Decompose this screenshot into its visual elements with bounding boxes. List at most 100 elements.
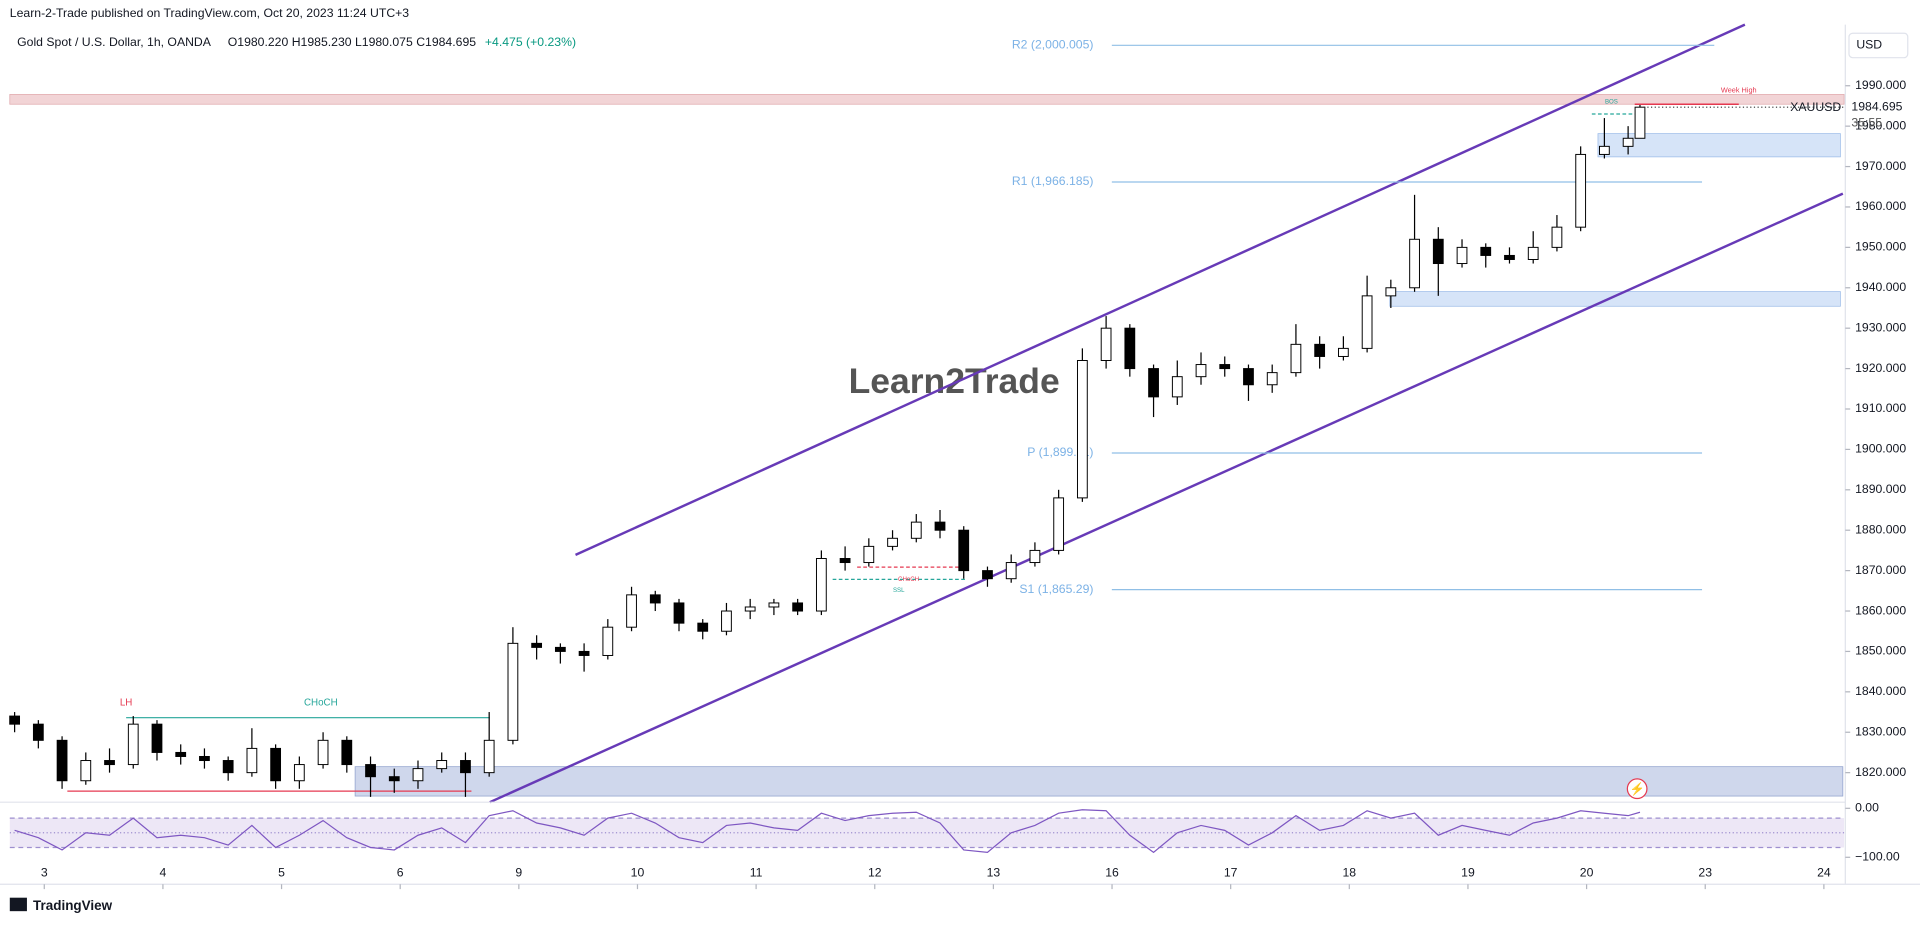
candle-body	[80, 760, 92, 782]
annotation: BOS	[1605, 98, 1618, 105]
candle-body	[1053, 497, 1065, 551]
candle-body	[1266, 372, 1278, 386]
y-tick-label: 1980.000	[1855, 118, 1906, 132]
candle-body	[151, 723, 163, 753]
y-tick-label: 1940.000	[1855, 280, 1906, 294]
candle-body	[673, 602, 685, 624]
candle-body	[934, 521, 946, 531]
candle-body	[222, 760, 234, 774]
candle-body	[412, 768, 424, 782]
y-tick-label: 1870.000	[1855, 563, 1906, 577]
candle-body	[1243, 368, 1254, 386]
candle-body	[649, 594, 661, 604]
candle-body	[1195, 364, 1207, 378]
osc-tick-label: 0.00	[1855, 801, 1879, 815]
x-tick-label: 24	[1817, 865, 1831, 879]
candle-body	[982, 570, 993, 580]
candle-body	[1314, 343, 1326, 357]
candle-body	[887, 537, 898, 547]
annotation: LH	[120, 698, 133, 709]
candle-body	[863, 545, 875, 564]
candle-body	[1029, 549, 1041, 564]
currency-button[interactable]	[1848, 32, 1909, 59]
candle-body	[554, 646, 566, 652]
y-tick-label: 1850.000	[1855, 644, 1906, 658]
plot: 1820.000 1830.000 1840.000 1850.000 1860.000…	[9, 38, 1906, 890]
candle-body	[602, 626, 614, 656]
y-tick-label: 1900.000	[1855, 442, 1906, 456]
pivot-label: R2 (2,000.005)	[1012, 38, 1094, 52]
pivot-label: P (1,899.11)	[1027, 445, 1093, 459]
currency[interactable]: USD	[1856, 38, 1882, 52]
candle-body	[32, 723, 44, 741]
alert-glyph[interactable]: ⚡	[1630, 781, 1645, 797]
candle-body	[1622, 137, 1634, 147]
osc-tick-label: −100.00	[1855, 850, 1900, 864]
x-tick-label: 4	[160, 865, 167, 879]
candle-body	[175, 751, 187, 757]
candle-body	[1124, 327, 1136, 370]
candle-body	[127, 723, 139, 766]
candle-body	[626, 594, 637, 628]
x-tick-label: 19	[1461, 865, 1475, 879]
y-tick-label: 1910.000	[1855, 401, 1906, 415]
candle-body	[199, 755, 210, 762]
y-tick-label: 1990.000	[1855, 78, 1906, 92]
candle-body	[1432, 238, 1444, 265]
publisher: Learn-2-Trade published on TradingView.c…	[10, 6, 410, 20]
candle-body	[1290, 343, 1302, 374]
candle-body	[910, 521, 922, 539]
x-tick-label: 11	[750, 865, 763, 879]
tv-logo	[9, 897, 27, 912]
demand-zone	[1597, 133, 1841, 158]
y-tick-label: 1960.000	[1855, 199, 1906, 213]
x-tick-label: 13	[987, 865, 1001, 879]
candle-body	[1100, 327, 1112, 361]
candle-body	[1361, 295, 1373, 349]
y-tick-label: 1880.000	[1855, 522, 1906, 536]
x-tick-label: 16	[1105, 865, 1119, 879]
symbol-title: Gold Spot / U.S. Dollar, 1h, OANDA	[17, 35, 212, 49]
candle-body	[721, 610, 732, 632]
demand-zone	[354, 766, 1844, 797]
candle-body	[246, 747, 258, 774]
candle-body	[815, 558, 827, 612]
candle-body	[1634, 106, 1646, 139]
x-tick-label: 17	[1224, 865, 1238, 879]
candle-body	[1148, 368, 1159, 398]
y-tick-label: 1890.000	[1855, 482, 1906, 496]
pivot-label: R1 (1,966.185)	[1012, 174, 1094, 188]
y-tick-label: 1830.000	[1855, 724, 1906, 738]
candle-body	[341, 739, 353, 766]
y-tick-label: 1950.000	[1855, 240, 1906, 254]
candle-body	[697, 622, 709, 632]
candle-body	[531, 642, 543, 648]
candle-body	[1171, 376, 1183, 398]
annotation: CHoCH	[304, 698, 338, 709]
last-price-box	[1846, 98, 1906, 116]
candle-body	[1337, 347, 1349, 357]
candle-body	[104, 760, 115, 766]
channel-lower	[489, 192, 1844, 804]
candle-body	[768, 602, 780, 608]
candle-body	[9, 715, 21, 725]
x-tick-label: 20	[1580, 865, 1594, 879]
candle-body	[1385, 287, 1397, 297]
candle-body	[436, 760, 448, 770]
x-tick-label: 12	[868, 865, 882, 879]
x-tick-label: 9	[515, 865, 522, 879]
ohlc: O1980.220 H1985.230 L1980.075 C1984.695	[228, 35, 476, 49]
alert-icon[interactable]	[1626, 778, 1648, 800]
candle-body	[1480, 246, 1492, 256]
last-price-label: 1984.695	[1851, 99, 1902, 113]
y-tick-label: 1860.000	[1855, 603, 1906, 617]
x-tick-label: 5	[278, 865, 285, 879]
candle-body	[1551, 226, 1563, 248]
watermark: Learn2Trade	[849, 361, 1060, 401]
candle-body	[1076, 360, 1088, 499]
osc-line	[14, 809, 1641, 854]
candle-body	[270, 747, 282, 782]
candle-body	[365, 764, 376, 778]
countdown: 35:55	[1851, 115, 1882, 129]
